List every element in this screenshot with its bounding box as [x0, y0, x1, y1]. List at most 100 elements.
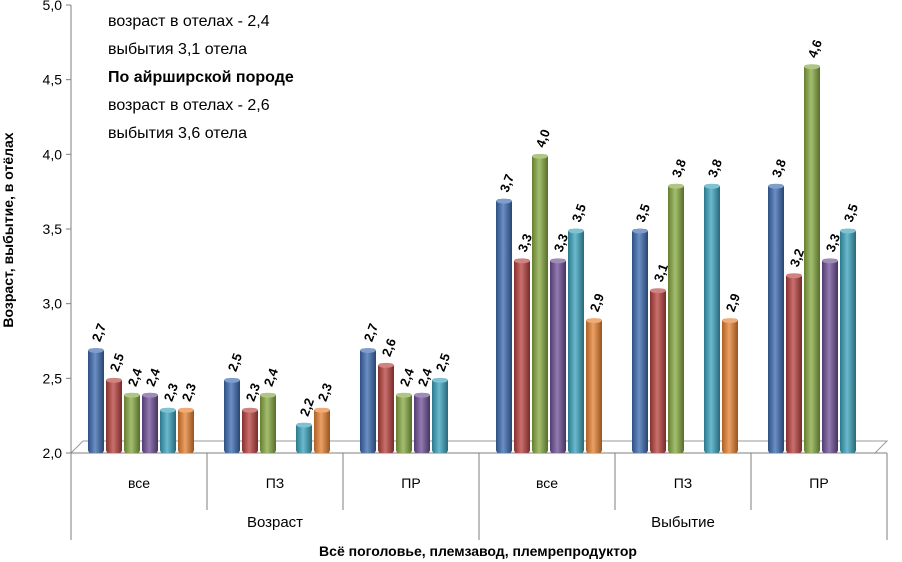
bar: [378, 363, 394, 453]
annotation-line: возраст в отелах - 2,6: [108, 97, 270, 114]
y-axis-title: Возраст, выбытие, в отёлах: [0, 132, 16, 327]
bar: [822, 258, 838, 453]
bar: [804, 64, 820, 453]
bar: [296, 423, 312, 453]
bar: [124, 393, 140, 453]
data-label: 2,9: [587, 292, 607, 314]
bar: [704, 184, 720, 453]
bar: [786, 273, 802, 453]
bar-top: [768, 183, 784, 189]
bar-top: [242, 407, 258, 413]
data-label: 3,3: [515, 232, 535, 254]
data-label: 2,4: [415, 365, 436, 388]
y-tick-label: 3,0: [43, 296, 63, 312]
bar: [722, 318, 738, 453]
data-label: 3,3: [551, 232, 571, 254]
y-tick-label: 3,5: [43, 221, 63, 237]
bar-top: [722, 318, 738, 324]
bar: [650, 288, 666, 453]
bar-top: [160, 407, 176, 413]
bar-top: [822, 258, 838, 264]
x-category-label: ПЗ: [674, 475, 693, 491]
data-label: 3,5: [633, 202, 653, 224]
data-label: 2,3: [243, 381, 263, 403]
bar-top: [314, 407, 330, 413]
bar: [496, 199, 512, 453]
bar: [632, 229, 648, 453]
y-tick-label: 5,0: [43, 0, 63, 13]
data-label: 2,5: [433, 351, 453, 373]
y-tick-label: 4,5: [43, 72, 63, 88]
bar: [586, 318, 602, 453]
x-category-label: все: [536, 475, 558, 491]
data-label: 4,6: [805, 38, 825, 60]
y-tick-label: 2,5: [43, 370, 63, 386]
bar-top: [586, 318, 602, 324]
bar-top: [88, 347, 104, 353]
bar-top: [360, 347, 376, 353]
bar-top: [296, 422, 312, 428]
bar: [106, 378, 122, 453]
bar: [550, 258, 566, 453]
data-label: 2,4: [261, 365, 282, 388]
x-category-label: ПР: [401, 475, 420, 491]
x-category-label: ПР: [809, 475, 828, 491]
x-category-label: все: [128, 475, 150, 491]
data-label: 2,9: [723, 292, 743, 314]
bar: [840, 229, 856, 453]
data-label: 2,3: [179, 381, 199, 403]
data-label: 2,3: [315, 381, 335, 403]
bar-top: [786, 273, 802, 279]
annotation-line: возраст в отелах - 2,4: [108, 13, 270, 30]
data-label: 3,8: [705, 157, 725, 179]
chart-data-labels: 2,72,52,42,42,32,32,52,32,42,22,32,72,62…: [89, 38, 861, 419]
bar-top: [632, 228, 648, 234]
bar-top: [432, 377, 448, 383]
data-label: 2,7: [361, 321, 381, 343]
bar-top: [532, 153, 548, 159]
bar-top: [804, 64, 820, 70]
bar-top: [514, 258, 530, 264]
bar-top: [396, 392, 412, 398]
bar: [414, 393, 430, 453]
data-label: 3,2: [787, 247, 807, 269]
chart-annotation: возраст в отелах - 2,4 выбытия 3,1 отела…: [108, 8, 294, 148]
x-group-label: Выбытие: [651, 514, 715, 531]
data-label: 2,3: [161, 381, 181, 403]
data-label: 2,7: [89, 321, 109, 343]
bar-top: [224, 377, 240, 383]
bar: [532, 154, 548, 454]
x-group-label: Возраст: [247, 514, 303, 531]
bar: [142, 393, 158, 453]
data-label: 3,8: [769, 157, 789, 179]
bar: [160, 408, 176, 453]
annotation-line: выбытия 3,1 отела: [108, 41, 248, 58]
bar: [360, 348, 376, 453]
data-label: 4,0: [533, 127, 553, 149]
annotation-line: выбытия 3,6 отела: [108, 125, 248, 142]
bar-top: [142, 392, 158, 398]
bar-top: [668, 183, 684, 189]
chart-bars: [88, 64, 856, 454]
data-label: 2,6: [379, 336, 399, 358]
x-axis-title: Всё поголовье, племзавод, племрепродукто…: [319, 543, 637, 559]
bar-top: [704, 183, 720, 189]
bar: [768, 184, 784, 453]
data-label: 2,4: [125, 365, 146, 388]
data-label: 3,3: [823, 232, 843, 254]
x-category-label: ПЗ: [266, 475, 285, 491]
annotation-heading: По айрширской породе: [108, 69, 294, 86]
bar: [260, 393, 276, 453]
bar: [224, 378, 240, 453]
y-tick-label: 4,0: [43, 146, 63, 162]
bar-top: [106, 377, 122, 383]
data-label: 2,4: [143, 365, 164, 388]
bar-top: [840, 228, 856, 234]
y-tick-label: 2,0: [43, 445, 63, 461]
bar: [568, 229, 584, 453]
bar-top: [178, 407, 194, 413]
data-label: 2,2: [297, 396, 317, 418]
data-label: 2,5: [225, 351, 245, 373]
bar-top: [568, 228, 584, 234]
